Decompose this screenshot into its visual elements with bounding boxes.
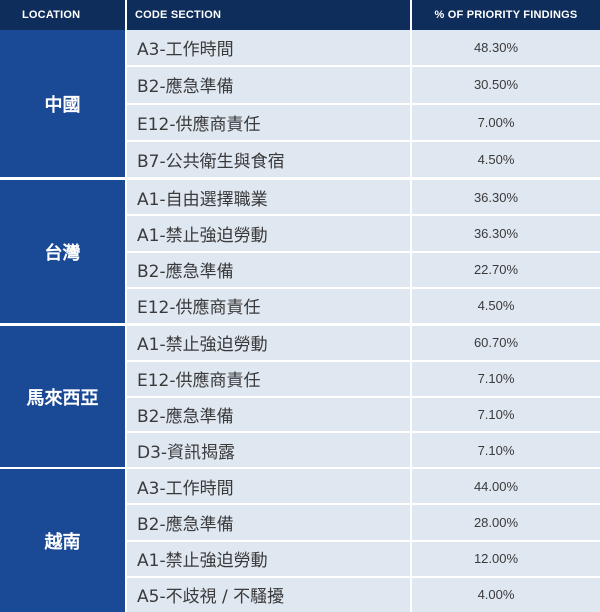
table-header: LOCATION CODE SECTION % OF PRIORITY FIND… xyxy=(0,0,600,30)
code-section-cell: E12-供應商責任 xyxy=(127,361,410,396)
code-section-cell: A3-工作時間 xyxy=(127,30,410,66)
percent-cell: 60.70% xyxy=(412,326,600,360)
location-cell: 台灣 xyxy=(0,180,125,323)
percent-cell: 4.00% xyxy=(412,577,600,612)
code-section-cell: B2-應急準備 xyxy=(127,397,410,432)
percent-cell: 36.30% xyxy=(412,216,600,251)
location-group: 台灣 A1-自由選擇職業 36.30% A1-禁止強迫勞動 36.30% B2-應急準備 2… xyxy=(0,180,600,323)
code-section-cell: B2-應急準備 xyxy=(127,505,410,540)
code-section-cell: A1-禁止強迫勞動 xyxy=(127,541,410,576)
table-row: E12-供應商責任 7.00% xyxy=(0,104,600,140)
table-row: B2-應急準備 7.10% xyxy=(0,397,600,432)
code-section-cell: E12-供應商責任 xyxy=(127,104,410,140)
code-section-cell: B2-應急準備 xyxy=(127,67,410,103)
location-cell: 馬來西亞 xyxy=(0,326,125,467)
header-location: LOCATION xyxy=(0,0,125,30)
table-row: B7-公共衛生與食宿 4.50% xyxy=(0,141,600,177)
percent-cell: 48.30% xyxy=(412,30,600,66)
code-section-cell: D3-資訊揭露 xyxy=(127,433,410,467)
table-row: E12-供應商責任 7.10% xyxy=(0,361,600,396)
percent-cell: 36.30% xyxy=(412,180,600,215)
table-row: A1-禁止強迫勞動 12.00% xyxy=(0,541,600,576)
code-section-cell: B2-應急準備 xyxy=(127,252,410,287)
percent-cell: 12.00% xyxy=(412,541,600,576)
table-row: A1-禁止強迫勞動 60.70% xyxy=(0,326,600,360)
table-row: B2-應急準備 28.00% xyxy=(0,505,600,540)
percent-cell: 7.10% xyxy=(412,433,600,467)
table-row: D3-資訊揭露 7.10% xyxy=(0,433,600,467)
code-section-cell: A5-不歧視 / 不騷擾 xyxy=(127,577,410,612)
table-row: A3-工作時間 44.00% xyxy=(0,469,600,504)
code-section-cell: A1-禁止強迫勞動 xyxy=(127,216,410,251)
table-row: B2-應急準備 22.70% xyxy=(0,252,600,287)
code-section-cell: A1-自由選擇職業 xyxy=(127,180,410,215)
location-cell: 越南 xyxy=(0,469,125,612)
percent-cell: 4.50% xyxy=(412,141,600,177)
table-row: A5-不歧視 / 不騷擾 4.00% xyxy=(0,577,600,612)
table-row: E12-供應商責任 4.50% xyxy=(0,288,600,323)
code-section-cell: B7-公共衛生與食宿 xyxy=(127,141,410,177)
percent-cell: 44.00% xyxy=(412,469,600,504)
code-section-cell: A3-工作時間 xyxy=(127,469,410,504)
table-row: A1-禁止強迫勞動 36.30% xyxy=(0,216,600,251)
percent-cell: 28.00% xyxy=(412,505,600,540)
percent-cell: 30.50% xyxy=(412,67,600,103)
table-row: A3-工作時間 48.30% xyxy=(0,30,600,66)
header-percent-findings: % OF PRIORITY FINDINGS xyxy=(412,0,600,30)
percent-cell: 7.10% xyxy=(412,397,600,432)
percent-cell: 7.00% xyxy=(412,104,600,140)
location-group: 越南 A3-工作時間 44.00% B2-應急準備 28.00% A1-禁止強迫勞動 12.… xyxy=(0,469,600,612)
percent-cell: 7.10% xyxy=(412,361,600,396)
table-row: B2-應急準備 30.50% xyxy=(0,67,600,103)
location-group: 中國 A3-工作時間 48.30% B2-應急準備 30.50% E12-供應商責任 7.0… xyxy=(0,30,600,177)
location-group: 馬來西亞 A1-禁止強迫勞動 60.70% E12-供應商責任 7.10% B2-應急準備… xyxy=(0,326,600,467)
location-cell: 中國 xyxy=(0,30,125,177)
code-section-cell: A1-禁止強迫勞動 xyxy=(127,326,410,360)
percent-cell: 22.70% xyxy=(412,252,600,287)
code-section-cell: E12-供應商責任 xyxy=(127,288,410,323)
table-row: A1-自由選擇職業 36.30% xyxy=(0,180,600,215)
percent-cell: 4.50% xyxy=(412,288,600,323)
header-code-section: CODE SECTION xyxy=(127,0,410,30)
